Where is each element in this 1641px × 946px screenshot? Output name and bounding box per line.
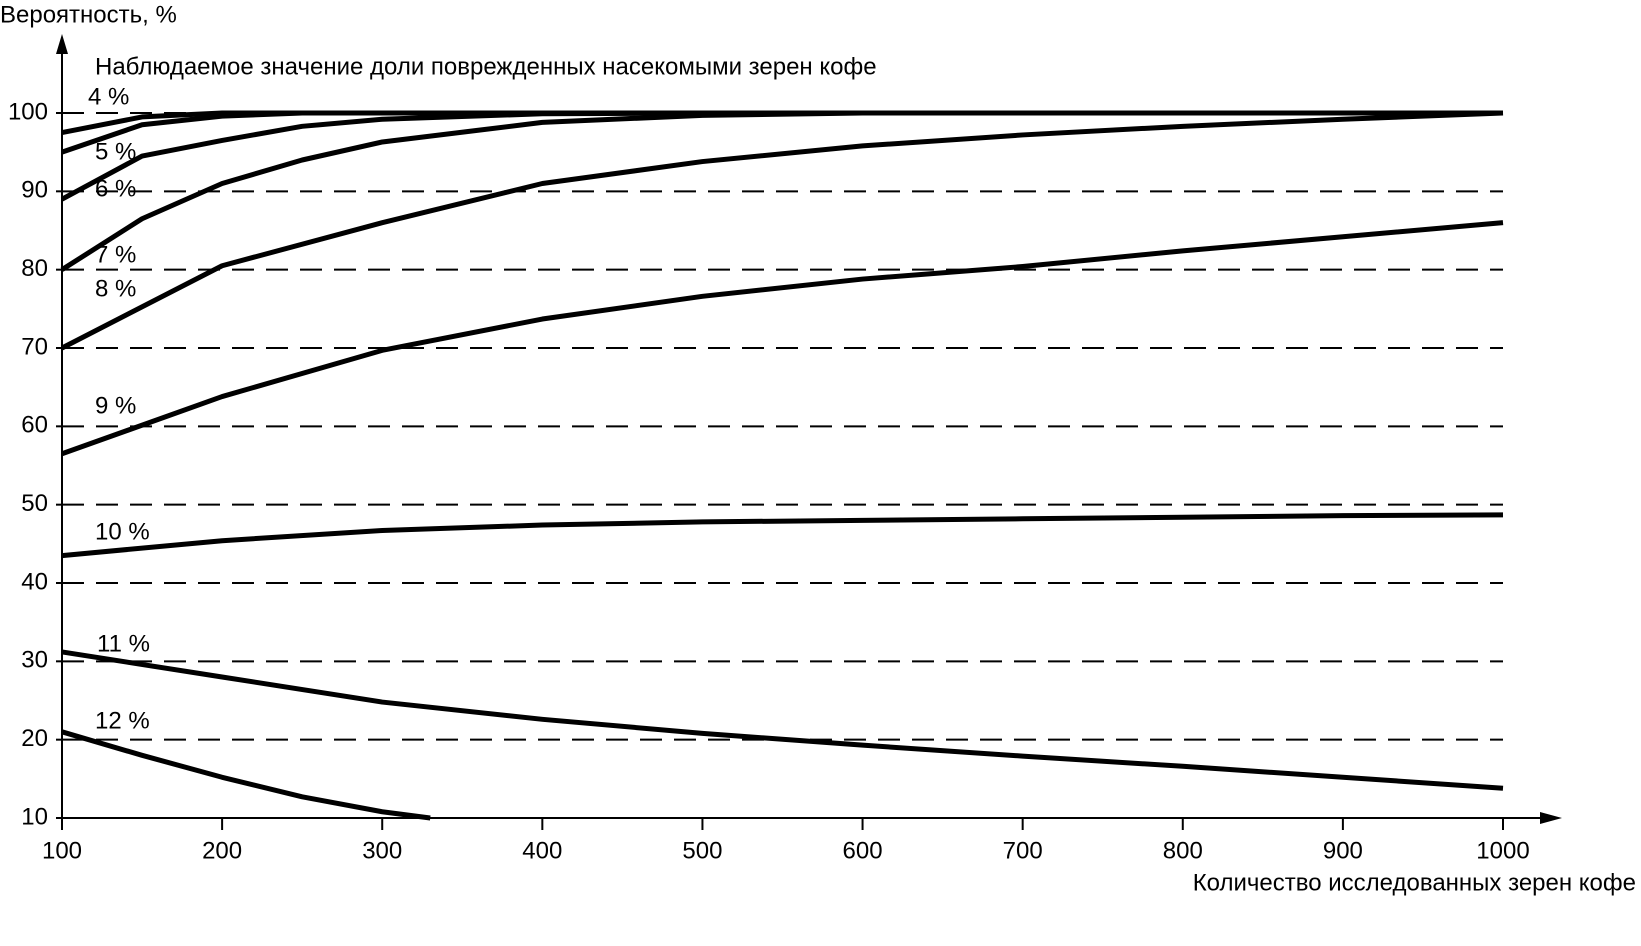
y-tick-label: 30 <box>21 647 48 674</box>
series-line <box>60 110 1504 351</box>
chart-title: Наблюдаемое значение доли поврежденных н… <box>95 53 877 80</box>
series-line <box>60 110 703 202</box>
x-tick-label: 600 <box>843 837 883 864</box>
y-tick-label: 80 <box>21 255 48 282</box>
series-line <box>61 110 303 155</box>
series-line <box>61 512 1504 559</box>
series-line <box>61 649 1504 791</box>
y-tick-label: 100 <box>8 98 48 125</box>
x-axis-label: Количество исследованных зерен кофе <box>1193 869 1636 896</box>
series-line <box>60 110 863 272</box>
y-tick-label: 60 <box>21 412 48 439</box>
x-tick-label: 200 <box>202 837 242 864</box>
x-tick-label: 500 <box>682 837 722 864</box>
series-label: 10 % <box>95 518 150 545</box>
y-tick-label: 40 <box>21 568 48 595</box>
y-tick-label: 50 <box>21 490 48 517</box>
series-label: 4 % <box>88 83 129 110</box>
x-tick-label: 700 <box>1003 837 1043 864</box>
y-tick-label: 10 <box>21 803 48 830</box>
series-label: 7 % <box>95 241 136 268</box>
series-label: 9 % <box>95 392 136 419</box>
x-tick-label: 300 <box>362 837 402 864</box>
x-tick-label: 800 <box>1163 837 1203 864</box>
series-label: 6 % <box>95 175 136 202</box>
x-tick-label: 1000 <box>1476 837 1529 864</box>
x-tick-label: 400 <box>522 837 562 864</box>
y-tick-label: 90 <box>21 177 48 204</box>
x-tick-label: 100 <box>42 837 82 864</box>
x-axis-arrow <box>1540 812 1562 824</box>
y-axis-label: Вероятность, % <box>0 1 177 28</box>
series-line <box>61 220 1504 457</box>
series-label: 11 % <box>97 630 150 657</box>
series-label: 12 % <box>95 707 150 734</box>
x-tick-label: 900 <box>1323 837 1363 864</box>
series-line <box>61 729 431 821</box>
y-axis-arrow <box>56 34 68 54</box>
series-label: 8 % <box>95 275 136 302</box>
y-tick-label: 70 <box>21 333 48 360</box>
y-tick-label: 20 <box>21 725 48 752</box>
